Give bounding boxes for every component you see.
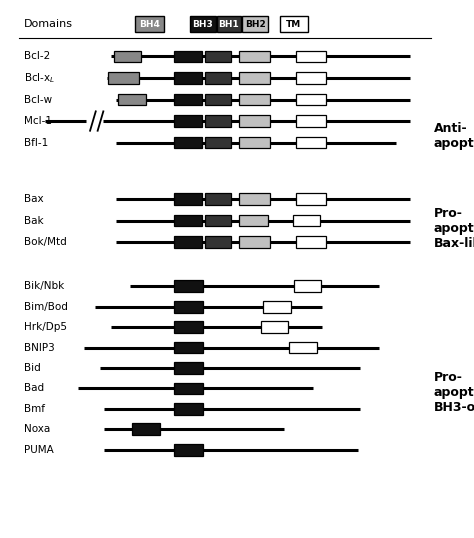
Bar	[174, 383, 203, 394]
Text: Bcl-w: Bcl-w	[24, 95, 52, 104]
Bar	[239, 137, 270, 148]
Text: BH2: BH2	[245, 20, 265, 29]
Bar	[174, 115, 202, 127]
Bar	[174, 444, 203, 456]
Text: Bok/Mtd: Bok/Mtd	[24, 237, 66, 247]
Text: Hrk/Dp5: Hrk/Dp5	[24, 322, 67, 332]
Text: Bfl-1: Bfl-1	[24, 138, 48, 147]
Bar	[174, 94, 202, 105]
Bar	[174, 280, 203, 292]
Text: Bmf: Bmf	[24, 404, 45, 414]
Text: Bad: Bad	[24, 384, 44, 393]
Text: BNIP3: BNIP3	[24, 343, 55, 352]
Text: Pro-
apoptotic
BH3-only: Pro- apoptotic BH3-only	[434, 371, 474, 414]
Bar	[239, 94, 270, 105]
Bar	[174, 301, 203, 313]
Bar	[118, 94, 146, 105]
Text: BH1: BH1	[219, 20, 239, 29]
Text: Domains: Domains	[24, 19, 73, 29]
Bar	[239, 215, 268, 226]
Bar	[108, 72, 139, 84]
Text: BH4: BH4	[139, 20, 160, 29]
Bar	[296, 72, 326, 84]
Bar	[205, 193, 231, 205]
Bar	[289, 342, 317, 353]
Bar	[174, 51, 202, 62]
Bar	[205, 236, 231, 248]
Bar	[242, 16, 268, 32]
Bar	[205, 72, 231, 84]
Bar	[239, 72, 270, 84]
Bar	[205, 51, 231, 62]
Bar	[217, 16, 241, 32]
Bar	[261, 321, 288, 333]
Bar	[239, 115, 270, 127]
Bar	[174, 137, 202, 148]
Bar	[296, 115, 326, 127]
Bar	[205, 94, 231, 105]
Bar	[174, 215, 202, 226]
Bar	[293, 215, 320, 226]
Bar	[205, 215, 231, 226]
Bar	[280, 16, 308, 32]
Text: TM: TM	[286, 20, 301, 29]
Text: Bcl-2: Bcl-2	[24, 52, 50, 61]
Bar	[174, 342, 203, 353]
Bar	[174, 193, 202, 205]
Text: Bak: Bak	[24, 216, 43, 225]
Bar	[132, 423, 160, 435]
Text: PUMA: PUMA	[24, 445, 54, 455]
Text: Anti-
apoptotic: Anti- apoptotic	[434, 122, 474, 150]
Bar	[296, 51, 326, 62]
Bar	[296, 236, 326, 248]
Bar	[174, 72, 202, 84]
Text: Pro-
apoptotic
Bax-like: Pro- apoptotic Bax-like	[434, 207, 474, 250]
Bar	[239, 236, 270, 248]
Bar	[294, 280, 321, 292]
Bar	[205, 137, 231, 148]
Text: Mcl-1: Mcl-1	[24, 116, 52, 126]
Text: Bim/Bod: Bim/Bod	[24, 302, 68, 312]
Text: Bax: Bax	[24, 194, 43, 204]
Bar	[174, 362, 203, 374]
Bar	[239, 51, 270, 62]
Text: BH3: BH3	[192, 20, 213, 29]
Bar	[296, 137, 326, 148]
Bar	[190, 16, 216, 32]
Bar	[135, 16, 164, 32]
Text: Bik/Nbk: Bik/Nbk	[24, 281, 64, 291]
Text: Noxa: Noxa	[24, 424, 50, 434]
Bar	[174, 236, 202, 248]
Text: Bid: Bid	[24, 363, 40, 373]
Bar	[296, 193, 326, 205]
Bar	[174, 321, 203, 333]
Bar	[205, 115, 231, 127]
Bar	[296, 94, 326, 105]
Bar	[114, 51, 141, 62]
Bar	[263, 301, 291, 313]
Bar	[174, 403, 203, 415]
Bar	[239, 193, 270, 205]
Text: Bcl-x$_L$: Bcl-x$_L$	[24, 71, 55, 85]
